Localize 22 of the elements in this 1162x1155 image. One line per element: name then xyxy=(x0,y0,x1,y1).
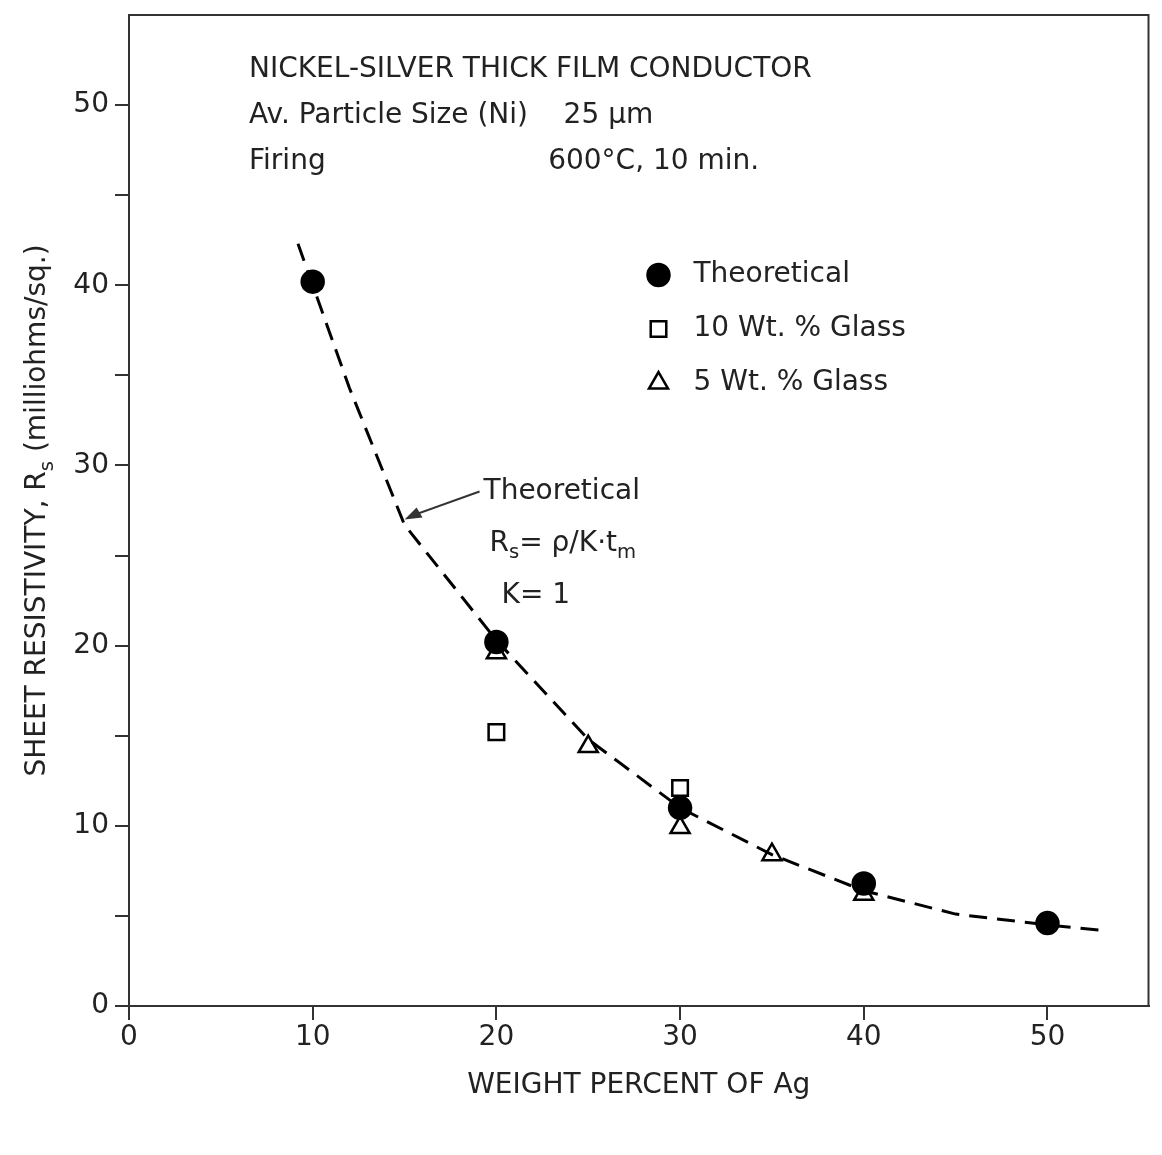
x-tick-label: 10 xyxy=(294,1019,331,1053)
annotation: Firing 600°C, 10 min. xyxy=(249,143,760,177)
y-tick-label: 20 xyxy=(73,626,110,660)
x-tick-label: 0 xyxy=(120,1019,138,1053)
y-tick-label: 10 xyxy=(73,807,110,841)
legend-label: 5 Wt. % Glass xyxy=(693,364,888,398)
x-tick-label: 30 xyxy=(662,1019,698,1053)
y-tick-label: 40 xyxy=(73,266,110,300)
y-axis-title: SHEET RESISTIVITY, Rs (milliohms/sq.) xyxy=(19,244,58,777)
annotation: Theoretical xyxy=(482,472,640,506)
x-tick-label: 50 xyxy=(1029,1019,1066,1053)
annotation: NICKEL-SILVER THICK FILM CONDUCTOR xyxy=(249,51,812,85)
annotation: Av. Particle Size (Ni) 25 µm xyxy=(249,97,654,131)
legend-label: 10 Wt. % Glass xyxy=(693,310,906,344)
legend-label: Theoretical xyxy=(692,256,850,290)
x-tick-label: 20 xyxy=(478,1019,515,1053)
annotation: K= 1 xyxy=(501,576,571,610)
x-tick-label: 40 xyxy=(845,1019,882,1053)
y-tick-label: 30 xyxy=(73,446,110,480)
y-tick-label: 0 xyxy=(91,987,110,1021)
y-tick-label: 50 xyxy=(73,86,110,120)
x-axis-title: WEIGHT PERCENT OF Ag xyxy=(467,1067,811,1101)
